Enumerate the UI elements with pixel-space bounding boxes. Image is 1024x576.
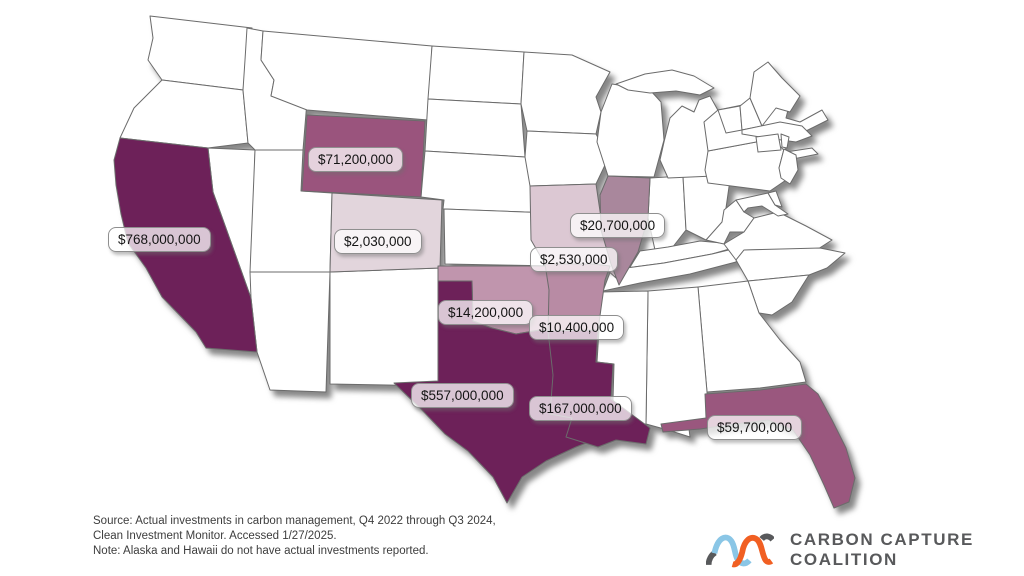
investment-label-california: $768,000,000 xyxy=(108,227,211,252)
investment-label-wyoming: $71,200,000 xyxy=(308,147,404,172)
state-alabama xyxy=(645,286,709,438)
footnote-line-3: Note: Alaska and Hawaii do not have actu… xyxy=(93,545,429,558)
logo-line-2: COALITION xyxy=(790,550,898,569)
state-delaware xyxy=(767,190,783,208)
logo-wave-stroke xyxy=(759,533,774,542)
logo-text: CARBON CAPTURE COALITION xyxy=(790,530,974,570)
state-iowa xyxy=(524,130,607,187)
state-arizona xyxy=(249,271,331,393)
state-rhode-island xyxy=(780,133,790,149)
logo-wave-stroke xyxy=(711,534,752,567)
state-new-mexico xyxy=(329,267,441,387)
state-oregon xyxy=(119,79,249,149)
state-michigan-upper xyxy=(615,69,715,96)
state-maine xyxy=(749,61,801,127)
investment-label-missouri: $2,530,000 xyxy=(530,247,618,272)
investment-label-louisiana: $167,000,000 xyxy=(529,396,632,421)
investment-label-oklahoma: $14,200,000 xyxy=(438,300,534,325)
source-footnote: Source: Actual investments in carbon man… xyxy=(93,514,496,560)
state-connecticut xyxy=(755,133,782,153)
state-north-dakota xyxy=(427,45,525,105)
state-wisconsin xyxy=(596,83,665,178)
investment-label-arkansas: $10,400,000 xyxy=(529,315,625,340)
state-north-carolina xyxy=(735,247,846,282)
investment-label-colorado: $2,030,000 xyxy=(334,229,422,254)
footnote-line-1: Source: Actual investments in carbon man… xyxy=(93,515,496,527)
investment-label-florida: $59,700,000 xyxy=(707,415,803,440)
logo-wave-stroke xyxy=(706,550,717,566)
state-massachusetts xyxy=(741,121,813,143)
footnote-line-2: Clean Investment Monitor. Accessed 1/27/… xyxy=(93,530,337,543)
logo-line-1: CARBON CAPTURE xyxy=(790,529,974,549)
state-new-jersey xyxy=(778,148,799,185)
investment-label-texas: $557,000,000 xyxy=(411,383,514,408)
state-minnesota xyxy=(520,51,611,135)
state-south-dakota xyxy=(424,98,526,158)
state-west-virginia xyxy=(705,199,755,245)
logo-wave-stroke xyxy=(731,534,774,568)
state-washington xyxy=(147,15,253,91)
carbon-capture-coalition-logo: CARBON CAPTURE COALITION xyxy=(706,526,974,574)
state-georgia xyxy=(697,280,807,393)
logo-wave-icon xyxy=(706,533,774,568)
investment-label-illinois: $20,700,000 xyxy=(570,213,666,238)
